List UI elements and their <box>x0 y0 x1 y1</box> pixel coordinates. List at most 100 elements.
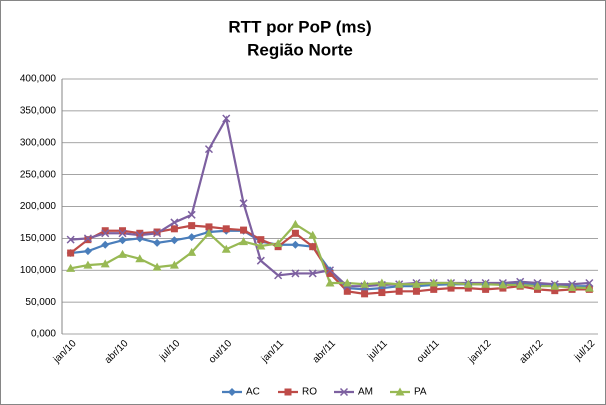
marker <box>481 279 491 288</box>
marker <box>567 282 577 291</box>
marker <box>515 280 525 289</box>
marker <box>447 284 455 292</box>
marker <box>326 269 334 277</box>
marker <box>551 287 559 295</box>
marker <box>101 229 110 238</box>
y-tick-label: 300,000 <box>20 137 57 148</box>
marker <box>101 240 110 249</box>
legend-label: PA <box>414 387 427 398</box>
marker <box>169 260 179 269</box>
marker <box>429 278 439 287</box>
marker <box>498 280 508 289</box>
marker <box>446 278 456 287</box>
marker <box>239 199 248 208</box>
legend-marker <box>228 388 236 396</box>
marker <box>291 240 300 249</box>
marker <box>532 281 542 290</box>
legend-marker <box>284 388 292 396</box>
marker <box>101 227 109 235</box>
marker <box>463 279 473 288</box>
marker <box>360 279 370 288</box>
marker <box>135 254 145 263</box>
y-tick-label: 150,000 <box>20 233 57 244</box>
marker <box>204 145 213 154</box>
marker <box>291 269 300 278</box>
y-tick-label: 0,000 <box>31 329 56 340</box>
marker <box>482 285 490 293</box>
marker <box>309 243 317 251</box>
marker <box>325 278 335 287</box>
legend-label: AM <box>358 387 373 398</box>
marker <box>377 278 387 287</box>
y-tick-label: 100,000 <box>20 265 57 276</box>
marker <box>67 249 75 257</box>
marker <box>378 289 386 297</box>
marker <box>153 229 162 238</box>
marker <box>290 219 300 228</box>
marker <box>222 225 230 233</box>
marker <box>135 231 144 240</box>
marker <box>100 259 110 268</box>
marker <box>585 278 594 288</box>
marker <box>308 230 318 239</box>
marker <box>170 218 179 227</box>
marker <box>153 228 161 236</box>
marker <box>257 236 265 244</box>
marker <box>118 236 127 245</box>
y-tick-label: 50,000 <box>25 297 56 308</box>
y-tick-label: 400,000 <box>20 74 57 85</box>
marker <box>343 287 351 295</box>
marker <box>204 228 214 237</box>
marker <box>395 287 403 295</box>
marker <box>83 247 92 256</box>
marker <box>256 241 266 250</box>
marker <box>361 290 369 298</box>
marker <box>411 279 421 288</box>
marker <box>239 237 249 246</box>
chart-subtitle: Região Norte <box>247 40 353 59</box>
marker <box>136 229 144 237</box>
marker <box>84 236 92 244</box>
marker <box>170 225 178 233</box>
marker <box>119 227 127 235</box>
marker <box>118 229 127 238</box>
marker <box>118 249 128 258</box>
marker <box>464 284 472 292</box>
marker <box>66 235 75 244</box>
marker <box>430 285 438 293</box>
marker <box>273 238 283 247</box>
y-tick-label: 350,000 <box>20 106 57 117</box>
marker <box>170 236 179 245</box>
marker <box>308 269 317 278</box>
marker <box>152 262 162 271</box>
marker <box>153 238 162 247</box>
marker <box>221 244 231 253</box>
legend-marker <box>339 387 349 397</box>
marker <box>394 279 404 288</box>
y-tick-label: 250,000 <box>20 169 57 180</box>
marker <box>325 266 335 275</box>
marker <box>291 229 299 237</box>
legend-label: RO <box>302 387 317 398</box>
marker <box>240 226 248 234</box>
marker <box>83 260 93 269</box>
marker <box>83 234 92 243</box>
marker <box>274 271 283 280</box>
marker <box>205 223 213 231</box>
marker <box>222 114 231 123</box>
chart-title: RTT por PoP (ms) <box>228 17 371 36</box>
legend-marker <box>395 387 405 396</box>
marker <box>342 278 352 287</box>
marker <box>550 281 560 290</box>
marker <box>188 222 196 230</box>
marker <box>412 287 420 295</box>
marker <box>256 256 265 265</box>
y-tick-label: 200,000 <box>20 201 57 212</box>
legend-label: AC <box>246 387 260 398</box>
marker <box>584 283 594 292</box>
marker <box>187 247 197 256</box>
marker <box>187 210 196 219</box>
marker <box>187 233 196 242</box>
